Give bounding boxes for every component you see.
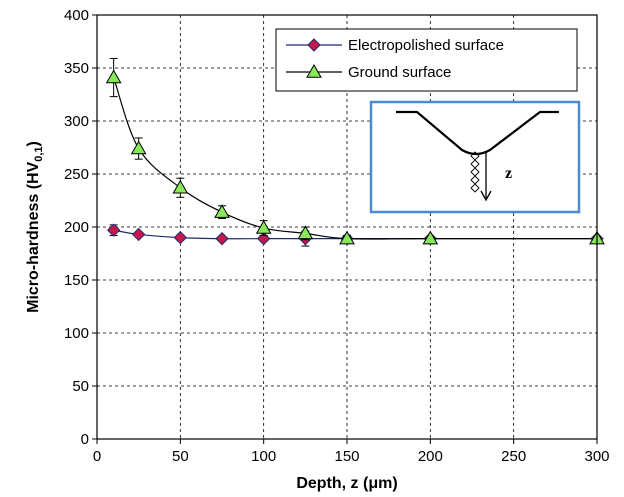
x-tick-label: 250 [501,448,526,465]
data-point [105,69,122,84]
y-tick-label: 350 [64,60,89,77]
data-point [214,204,230,218]
data-point [130,140,147,155]
data-point [297,225,314,240]
indent-profile [396,110,559,156]
legend-label: Electropolished surface [348,37,504,54]
inset-diagram: z [369,100,581,214]
legend-marker [307,38,321,52]
legend: Electropolished surface Ground surface [275,28,578,92]
y-axis-label-main: Micro-hardness (HV [25,161,42,312]
y-tick-label: 0 [81,431,89,448]
y-tick-label: 200 [64,219,89,236]
y-axis-label-sub: 0,1 [33,146,45,161]
x-tick-label: 200 [418,448,443,465]
data-point [255,220,272,234]
inset-z-label: z [505,165,512,182]
y-tick-label: 300 [64,113,89,130]
legend-marker [306,63,322,78]
legend-label: Ground surface [348,64,451,81]
y-tick-label: 50 [72,378,89,395]
x-tick-label: 300 [584,448,609,465]
series-ground [105,57,605,245]
x-tick-label: 150 [334,448,359,465]
y-tick-label: 150 [64,272,89,289]
depth-arrow-head-icon [480,190,492,202]
series-layer [105,57,605,247]
data-point [173,230,188,245]
data-point [172,179,189,194]
data-point [339,230,355,245]
data-point [215,231,229,246]
x-axis-label: Depth, z (μm) [296,475,397,492]
data-point [422,230,439,245]
x-tick-label: 100 [251,448,276,465]
y-axis-label: Micro-hardness (HV0,1) [25,141,45,313]
y-tick-label: 400 [64,7,89,24]
data-point [131,227,146,242]
inset-frame [369,100,581,214]
y-axis-label-end: ) [25,141,42,146]
indent-chain [470,151,480,193]
y-tick-label: 100 [64,325,89,342]
legend-box [275,28,578,92]
data-point [106,223,121,237]
y-tick-label: 250 [64,166,89,183]
x-tick-label: 50 [172,448,189,465]
x-tick-label: 0 [93,448,101,465]
ticks-layer: 0 50 100 150 200 250 300 0 50 100 150 200 250 300 350 4… [64,7,610,465]
